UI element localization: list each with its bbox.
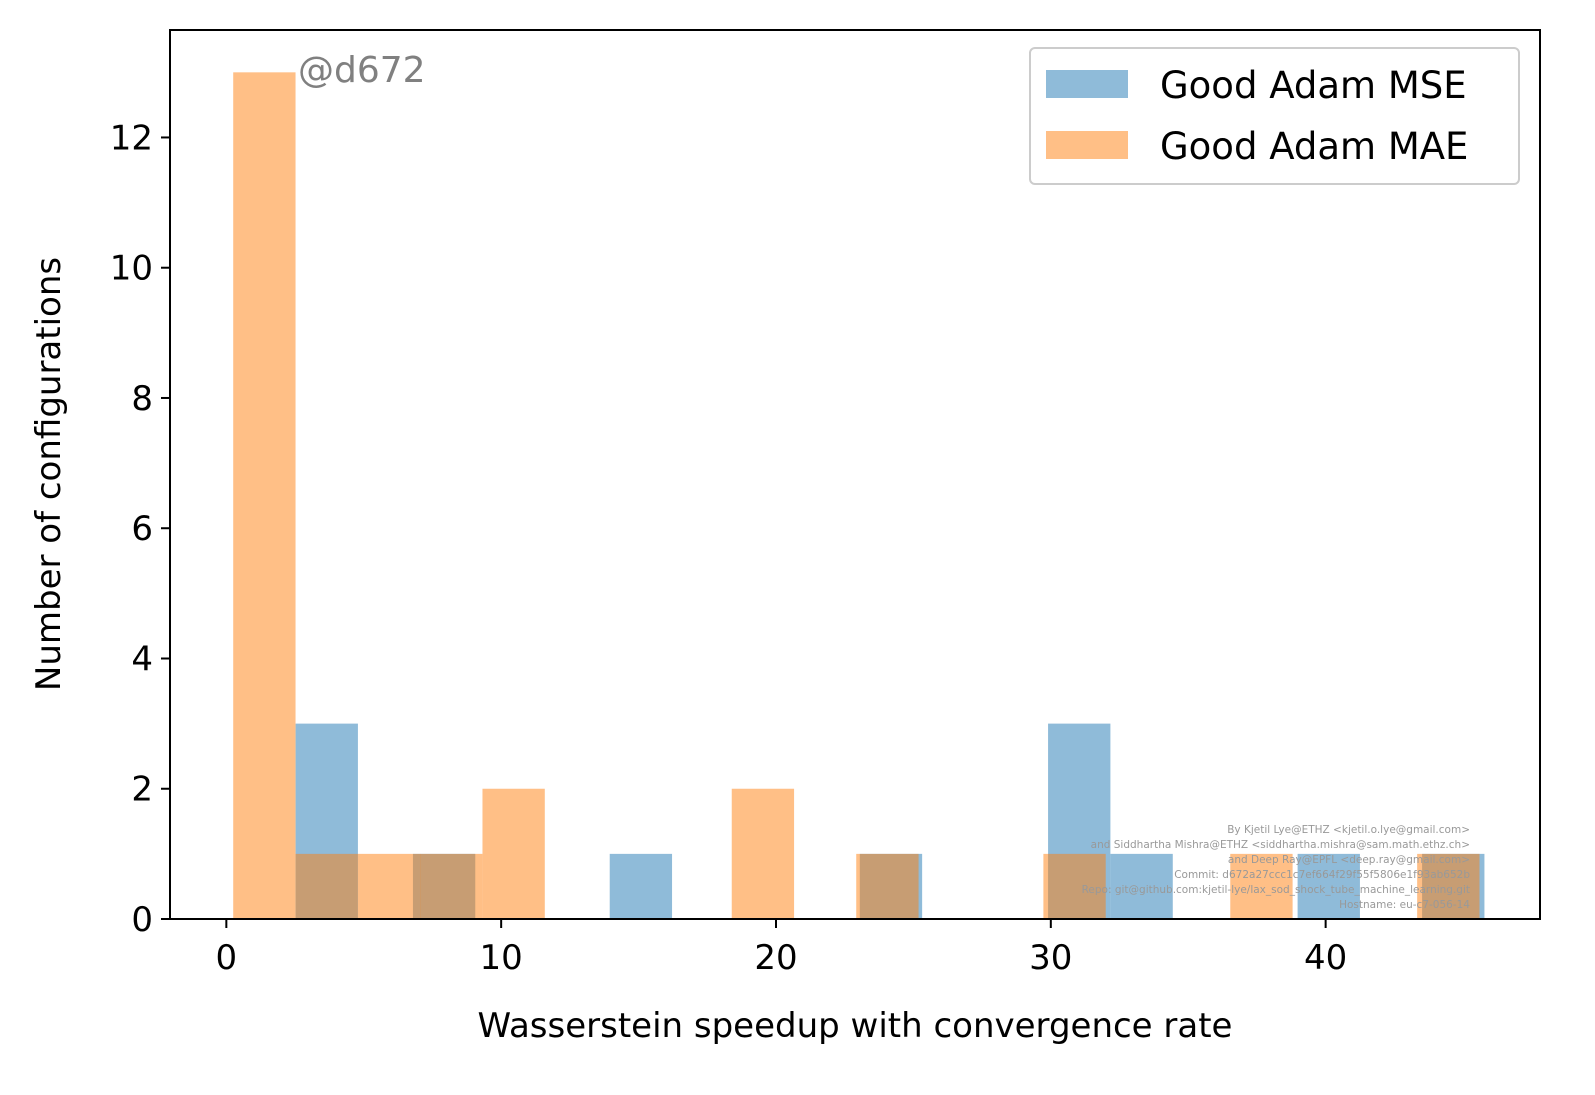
x-axis-title: Wasserstein speedup with convergence rat… xyxy=(478,1006,1233,1046)
x-tick-label: 10 xyxy=(480,938,523,978)
credit-line: and Deep Ray@EPFL <deep.ray@gmail.com> xyxy=(1228,854,1470,866)
credits-block: By Kjetil Lye@ETHZ <kjetil.o.lye@gmail.c… xyxy=(1082,824,1471,911)
credit-line: Repo: git@github.com:kjetil-lye/lax_sod_… xyxy=(1082,884,1470,896)
credit-line: Commit: d672a27ccc1c7ef664f29f55f5806e1f… xyxy=(1174,869,1470,881)
bar-mae-8 xyxy=(1230,853,1293,919)
bar-mae-7 xyxy=(1043,853,1106,919)
y-tick-label: 8 xyxy=(131,379,153,419)
bars-layer xyxy=(233,72,1485,920)
x-tick-label: 30 xyxy=(1029,938,1072,978)
bar-mae-5 xyxy=(731,788,795,919)
x-axis-ticks: 0 10 20 30 40 xyxy=(216,919,1347,978)
bar-mae-0 xyxy=(233,72,296,920)
bar-mae-9 xyxy=(1417,853,1480,919)
bar-mae-6 xyxy=(856,853,919,919)
y-axis-title: Number of configurations xyxy=(29,257,69,691)
y-axis-ticks: 0 2 4 6 8 10 12 xyxy=(110,118,170,940)
legend-label-mse: Good Adam MSE xyxy=(1160,64,1467,107)
x-tick-label: 20 xyxy=(754,938,797,978)
legend-box xyxy=(1029,47,1520,185)
credit-line: Hostname: eu-c7-056-14 xyxy=(1339,899,1470,911)
bar-mae-1 xyxy=(295,853,358,919)
credit-line: By Kjetil Lye@ETHZ <kjetil.o.lye@gmail.c… xyxy=(1227,824,1470,836)
bar-mae-4 xyxy=(482,788,545,919)
legend: Good Adam MSE Good Adam MAE xyxy=(1029,47,1520,185)
bar-mse-2 xyxy=(609,853,673,919)
x-tick-label: 0 xyxy=(216,938,238,978)
credit-line: and Siddhartha Mishra@ETHZ <siddhartha.m… xyxy=(1091,839,1470,851)
y-tick-label: 4 xyxy=(131,639,153,679)
bar-mae-2 xyxy=(357,853,421,919)
bar-mse-6 xyxy=(1297,853,1360,919)
plot-frame xyxy=(169,29,1541,920)
figure-tag: @d672 xyxy=(298,50,426,91)
legend-swatch-mse xyxy=(1046,70,1128,98)
y-tick-label: 6 xyxy=(131,509,153,549)
bar-mse-5 xyxy=(1110,853,1173,919)
x-tick-label: 40 xyxy=(1304,938,1347,978)
y-tick-label: 12 xyxy=(110,118,153,158)
bar-mae-3 xyxy=(420,853,483,919)
y-tick-label: 0 xyxy=(131,900,153,940)
legend-swatch-mae xyxy=(1046,131,1128,159)
y-tick-label: 2 xyxy=(131,770,153,810)
legend-label-mae: Good Adam MAE xyxy=(1160,125,1468,168)
y-tick-label: 10 xyxy=(110,249,153,289)
